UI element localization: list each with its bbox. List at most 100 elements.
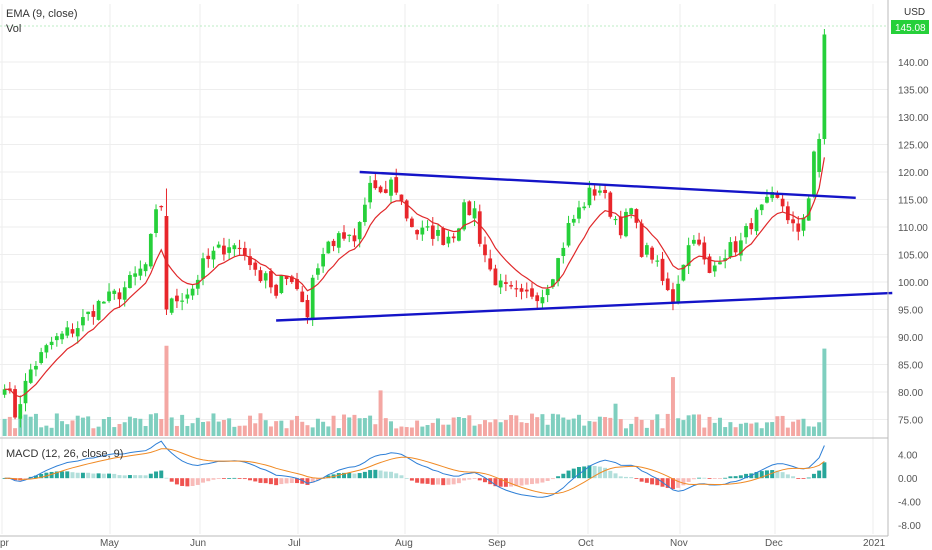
- volume-bar: [415, 420, 420, 436]
- candle-body: [624, 211, 628, 237]
- macd-tick-label: 4.00: [898, 451, 918, 462]
- volume-bar: [556, 414, 561, 436]
- macd-histogram-bar: [441, 478, 446, 486]
- y-tick-label: 85.00: [898, 361, 923, 372]
- legend-macd[interactable]: MACD (12, 26, close, 9): [6, 448, 123, 460]
- macd-tick-label: 0.00: [898, 474, 918, 485]
- macd-histogram-bar: [399, 475, 404, 479]
- legend-ema[interactable]: EMA (9, close): [6, 8, 78, 20]
- candle-body: [263, 273, 268, 281]
- volume-bar: [342, 414, 346, 436]
- candle-body: [728, 242, 733, 257]
- volume-bar: [582, 425, 587, 436]
- volume-bar: [566, 419, 571, 436]
- candle-body: [483, 244, 487, 256]
- volume-bar: [70, 420, 75, 436]
- macd-histogram-bar: [430, 478, 435, 485]
- macd-histogram-bar: [169, 478, 174, 482]
- macd-histogram-bar: [801, 478, 806, 479]
- volume-bar: [472, 425, 477, 436]
- volume-bar: [33, 413, 38, 436]
- volume-bar: [409, 427, 414, 436]
- macd-histogram-bar: [597, 466, 602, 479]
- candle-body: [457, 228, 461, 241]
- volume-bar: [227, 418, 232, 436]
- grid-lines: [0, 4, 888, 534]
- macd-histogram-bar: [780, 472, 785, 479]
- macd-histogram-bar: [206, 478, 211, 482]
- volume-bar: [315, 418, 320, 436]
- macd-histogram-bar: [702, 477, 707, 479]
- macd-histogram-bar: [462, 478, 467, 481]
- volume-bar: [665, 413, 670, 436]
- volume-bar: [530, 413, 534, 436]
- macd-histogram-bar: [127, 475, 132, 479]
- macd-histogram-bar: [326, 475, 331, 479]
- macd-histogram-bar: [143, 475, 148, 479]
- volume-bar: [571, 418, 576, 436]
- macd-histogram-bar: [545, 478, 550, 482]
- macd-histogram-bar: [733, 476, 738, 479]
- macd-histogram-bar: [723, 477, 728, 479]
- volume-bar: [127, 416, 132, 436]
- macd-histogram-bar: [618, 476, 623, 479]
- volume-bar: [44, 425, 49, 436]
- macd-histogram-bar: [352, 473, 357, 479]
- macd-histogram-bar: [268, 478, 273, 485]
- volume-bar: [389, 421, 393, 436]
- volume-bar: [321, 421, 326, 436]
- trendlines[interactable]: [276, 170, 893, 322]
- macd-histogram-bar: [300, 478, 305, 484]
- macd-histogram-bar: [310, 478, 315, 483]
- macd-histogram-bar: [133, 475, 138, 479]
- volume-bar: [268, 426, 273, 436]
- macd-histogram-bar: [409, 478, 414, 481]
- macd-histogram-bar: [686, 478, 691, 482]
- candle-body: [96, 300, 101, 320]
- candle-body: [227, 247, 232, 253]
- volume-bar: [357, 418, 362, 436]
- ema-9-line: [4, 157, 825, 398]
- macd-histogram-bar: [232, 477, 237, 479]
- volume-bar: [305, 425, 310, 436]
- volume-bar: [28, 416, 33, 436]
- candle-body: [274, 284, 279, 296]
- macd-histogram-bar: [263, 478, 268, 484]
- trendline-upper[interactable]: [359, 170, 856, 200]
- macd-histogram-bar: [785, 474, 790, 479]
- volume-bar: [483, 420, 487, 436]
- candle-body: [175, 295, 179, 302]
- volume-bar: [279, 420, 284, 436]
- candle-body: [759, 204, 764, 211]
- macd-histogram-bar: [33, 475, 38, 479]
- volume-bar: [284, 428, 289, 436]
- macd-histogram-bar: [623, 476, 628, 479]
- macd-histogram-bar: [744, 473, 749, 479]
- macd-histogram-bar: [185, 478, 190, 487]
- candle-body: [765, 196, 769, 203]
- volume-bar: [477, 424, 482, 436]
- legend-vol[interactable]: Vol: [6, 23, 21, 35]
- macd-histogram-bar: [509, 478, 514, 487]
- candle-body: [81, 317, 85, 326]
- volume-bar: [629, 423, 634, 436]
- macd-histogram-bar: [248, 478, 253, 481]
- candle-body: [603, 189, 607, 193]
- macd-histogram-bar: [368, 470, 373, 479]
- volume-bar: [326, 426, 331, 436]
- volume-bar: [603, 417, 608, 436]
- candle-body: [477, 211, 482, 244]
- volume-bar: [540, 414, 545, 436]
- x-tick-label: Aug: [395, 538, 413, 549]
- macd-histogram-bar: [75, 472, 80, 479]
- candle-body: [738, 240, 743, 256]
- volume-bar: [148, 414, 153, 436]
- candle-body: [28, 369, 33, 383]
- macd-histogram-bar: [561, 473, 566, 479]
- macd-histogram-bar: [519, 478, 524, 486]
- trendline-lower[interactable]: [276, 291, 893, 322]
- macd-histogram-bar: [566, 470, 571, 479]
- macd-histogram-bar: [650, 478, 655, 485]
- macd-histogram-bar: [587, 465, 592, 479]
